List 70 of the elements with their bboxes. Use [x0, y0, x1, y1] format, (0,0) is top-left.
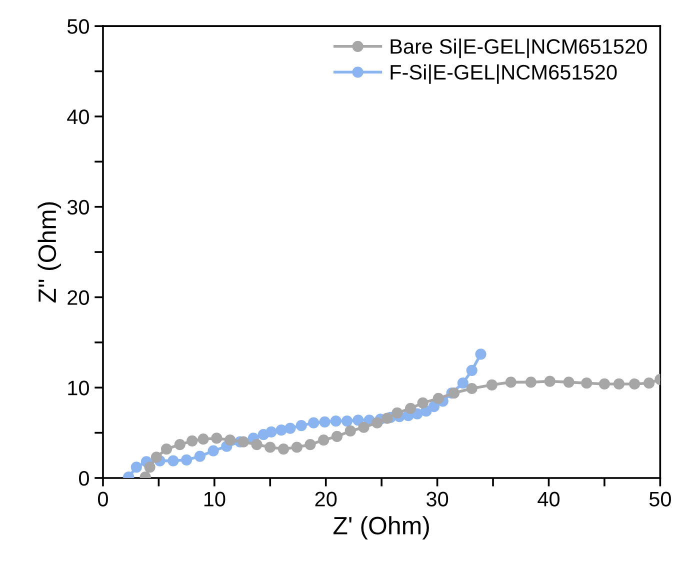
point: [284, 422, 296, 434]
point: [194, 450, 206, 462]
point: [251, 438, 262, 450]
point: [505, 376, 516, 388]
point: [358, 422, 370, 433]
point: [238, 436, 249, 448]
point: [168, 455, 179, 466]
point: [150, 452, 162, 463]
point: [352, 414, 364, 426]
point: [198, 434, 209, 445]
point: [160, 444, 172, 455]
point: [304, 438, 316, 450]
y-tick-label: 20: [68, 290, 89, 305]
point: [276, 424, 287, 436]
point: [544, 376, 556, 387]
point: [417, 397, 428, 409]
point: [278, 444, 290, 455]
point: [224, 434, 236, 446]
legend-label: F-Si|E-GEL|NCM651520: [390, 64, 617, 84]
point: [448, 387, 460, 399]
point: [291, 442, 302, 453]
point: [319, 416, 330, 428]
x-tick-label: 50: [649, 492, 671, 506]
point: [466, 364, 478, 376]
x-tick-label: 10: [204, 492, 226, 506]
y-tick-label: 40: [67, 109, 89, 124]
point: [486, 379, 498, 390]
legend-label: Bare Si|E-GEL|NCM651520: [390, 38, 647, 58]
x-tick-label: 20: [315, 492, 337, 506]
point: [372, 417, 383, 428]
x-tick-label: 0: [98, 492, 108, 506]
point: [181, 454, 192, 466]
point: [344, 425, 356, 437]
point: [331, 430, 343, 442]
point: [341, 415, 353, 427]
point: [457, 378, 468, 389]
point: [318, 434, 330, 446]
point: [330, 415, 342, 427]
point: [296, 420, 307, 432]
point: [466, 382, 478, 394]
point: [643, 378, 655, 389]
point: [308, 417, 320, 428]
x-axis-title: Z' (Ohm): [333, 516, 429, 540]
point: [404, 402, 416, 414]
point: [613, 378, 624, 390]
point: [174, 438, 186, 450]
y-axis-title: Z'' (Ohm): [38, 202, 62, 303]
point: [264, 442, 276, 453]
y-tick-label: 50: [67, 19, 89, 34]
point: [186, 435, 198, 446]
point: [130, 462, 142, 473]
point: [266, 426, 277, 438]
x-tick-label: 40: [538, 492, 560, 506]
point: [392, 407, 403, 418]
point: [428, 401, 440, 412]
point: [208, 445, 219, 456]
point: [581, 378, 592, 389]
point: [563, 376, 574, 388]
y-tick-label: 30: [67, 200, 89, 215]
point: [432, 392, 444, 404]
point: [628, 378, 640, 390]
point: [598, 378, 610, 390]
point: [211, 432, 222, 444]
x-tick-label: 30: [426, 492, 448, 506]
y-tick-label: 0: [79, 470, 89, 486]
point: [475, 348, 486, 360]
y-tick-label: 10: [68, 380, 89, 396]
point: [382, 412, 393, 424]
point: [144, 462, 156, 473]
point: [525, 376, 536, 388]
